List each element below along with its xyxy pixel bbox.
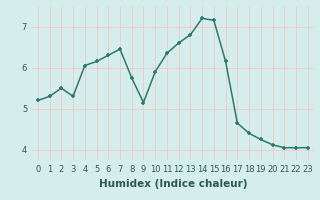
X-axis label: Humidex (Indice chaleur): Humidex (Indice chaleur) (99, 179, 247, 189)
